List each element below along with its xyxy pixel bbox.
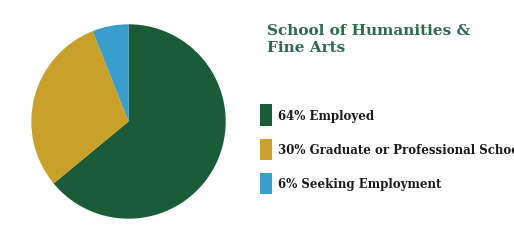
Text: 30% Graduate or Professional School: 30% Graduate or Professional School — [278, 144, 514, 157]
Text: School of Humanities &
Fine Arts: School of Humanities & Fine Arts — [267, 24, 470, 54]
Text: 6% Seeking Employment: 6% Seeking Employment — [278, 178, 441, 191]
Wedge shape — [93, 24, 128, 122]
Wedge shape — [53, 24, 226, 219]
Wedge shape — [31, 31, 128, 183]
Text: 64% Employed: 64% Employed — [278, 110, 374, 123]
